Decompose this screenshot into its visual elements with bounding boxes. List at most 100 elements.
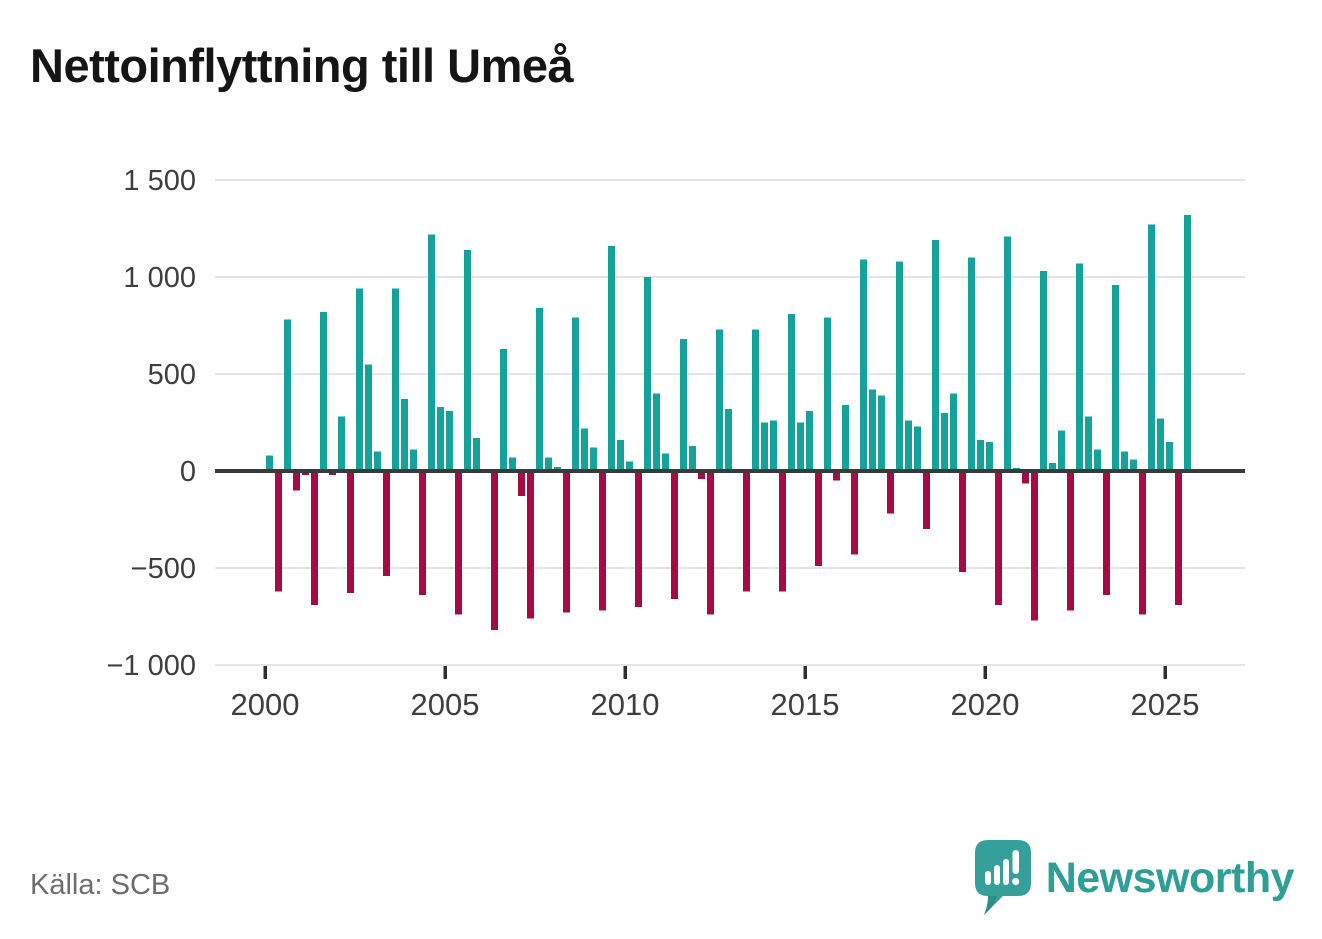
bar-2011-Q2 xyxy=(671,471,678,600)
x-tick-label-2020: 2020 xyxy=(951,687,1020,722)
bar-2009-Q1 xyxy=(590,447,597,471)
bar-2012-Q1 xyxy=(698,471,705,479)
newsworthy-logo: Newsworthy xyxy=(974,838,1295,918)
bar-2005-Q1 xyxy=(446,410,453,471)
bar-2008-Q4 xyxy=(581,428,588,471)
bar-2000-Q1 xyxy=(266,455,273,471)
bar-2015-Q2 xyxy=(815,471,822,567)
bar-2020-Q3 xyxy=(1004,236,1011,471)
bar-2025-Q3 xyxy=(1184,214,1191,472)
bar-2005-Q2 xyxy=(455,471,462,615)
bar-2002-Q1 xyxy=(338,416,345,471)
bar-2021-Q1 xyxy=(1022,471,1029,484)
x-tick-label-2025: 2025 xyxy=(1131,687,1200,722)
page-title: Nettoinflyttning till Umeå xyxy=(30,39,574,92)
bar-2019-Q1 xyxy=(950,393,957,471)
bar-2014-Q1 xyxy=(770,420,777,471)
bar-2001-Q3 xyxy=(320,311,327,471)
bar-2024-Q1 xyxy=(1130,459,1137,471)
bar-2022-Q3 xyxy=(1076,263,1083,471)
bar-2019-Q3 xyxy=(968,257,975,471)
bar-2003-Q1 xyxy=(374,451,381,471)
bar-2016-Q3 xyxy=(860,259,867,471)
bar-2019-Q2 xyxy=(959,471,966,572)
bar-2019-Q4 xyxy=(977,439,984,471)
bar-2021-Q4 xyxy=(1049,463,1056,471)
bar-2013-Q4 xyxy=(761,422,768,471)
bar-2006-Q2 xyxy=(491,471,498,631)
bar-2017-Q3 xyxy=(896,261,903,471)
bar-2000-Q3 xyxy=(284,319,291,471)
brand-name: Newsworthy xyxy=(1045,853,1295,902)
bar-2004-Q2 xyxy=(419,471,426,596)
bar-2020-Q2 xyxy=(995,471,1002,605)
bar-2017-Q2 xyxy=(887,471,894,514)
bar-2002-Q3 xyxy=(356,288,363,471)
bar-2012-Q2 xyxy=(707,471,714,615)
logo-bar-small-icon xyxy=(984,871,991,885)
bar-2003-Q3 xyxy=(392,288,399,471)
bar-2001-Q2 xyxy=(311,471,318,605)
bar-2003-Q2 xyxy=(383,471,390,576)
x-tick-label-2000: 2000 xyxy=(231,687,300,722)
bar-2023-Q3 xyxy=(1112,284,1119,471)
x-tick-label-2015: 2015 xyxy=(771,687,840,722)
y-tick-label-0: 0 xyxy=(180,456,196,488)
bar-2008-Q3 xyxy=(572,317,579,471)
bar-2014-Q3 xyxy=(788,313,795,471)
bar-2023-Q2 xyxy=(1103,471,1110,596)
bar-2005-Q4 xyxy=(473,438,480,471)
bar-2004-Q4 xyxy=(437,406,444,471)
bar-2011-Q4 xyxy=(689,445,696,471)
bar-2015-Q3 xyxy=(824,317,831,471)
bar-2000-Q2 xyxy=(275,471,282,592)
bar-2016-Q2 xyxy=(851,471,858,555)
logo-bar-medium-icon xyxy=(993,865,1000,885)
bar-2024-Q4 xyxy=(1157,418,1164,471)
bar-2015-Q1 xyxy=(806,410,813,471)
bar-2013-Q3 xyxy=(752,329,759,471)
logo-exclamation-dot-icon xyxy=(1011,877,1020,886)
logo-bar-large-icon xyxy=(1002,859,1009,885)
logo-exclamation-bar-icon xyxy=(1012,850,1019,874)
y-tick-label--500: −500 xyxy=(131,553,196,585)
bar-2018-Q1 xyxy=(914,426,921,471)
bar-2021-Q3 xyxy=(1040,271,1047,471)
bar-2009-Q2 xyxy=(599,471,606,611)
y-tick-label--1000: −1 000 xyxy=(106,650,196,682)
bar-2003-Q4 xyxy=(401,399,408,471)
bar-2007-Q4 xyxy=(545,457,552,471)
bar-2022-Q2 xyxy=(1067,471,1074,611)
bar-2007-Q3 xyxy=(536,308,543,471)
newsworthy-logo-icon xyxy=(974,840,1031,915)
y-tick-label-1000: 1 000 xyxy=(123,262,196,294)
y-tick-label-500: 500 xyxy=(148,359,196,391)
speech-bubble-tail-shade xyxy=(983,896,997,915)
bar-2010-Q1 xyxy=(626,461,633,471)
bar-2011-Q1 xyxy=(662,453,669,471)
bar-2010-Q2 xyxy=(635,471,642,607)
source-label: Källa: SCB xyxy=(30,869,171,901)
bar-2014-Q4 xyxy=(797,422,804,471)
bar-2018-Q2 xyxy=(923,471,930,530)
bar-2006-Q4 xyxy=(509,457,516,471)
bar-2011-Q3 xyxy=(680,339,687,471)
bar-2024-Q3 xyxy=(1148,224,1155,471)
bar-2005-Q3 xyxy=(464,249,471,471)
bar-2016-Q1 xyxy=(842,405,849,471)
bar-2023-Q1 xyxy=(1094,449,1101,471)
bar-2015-Q4 xyxy=(833,471,840,481)
bar-2009-Q4 xyxy=(617,439,624,471)
bar-2007-Q2 xyxy=(527,471,534,619)
bar-2002-Q4 xyxy=(365,364,372,471)
bar-2018-Q3 xyxy=(932,240,939,471)
bar-2025-Q1 xyxy=(1166,441,1173,471)
bar-2022-Q1 xyxy=(1058,430,1065,471)
bar-2016-Q4 xyxy=(869,389,876,471)
bar-2008-Q2 xyxy=(563,471,570,613)
x-tick-label-2005: 2005 xyxy=(411,687,480,722)
bar-2006-Q3 xyxy=(500,348,507,471)
